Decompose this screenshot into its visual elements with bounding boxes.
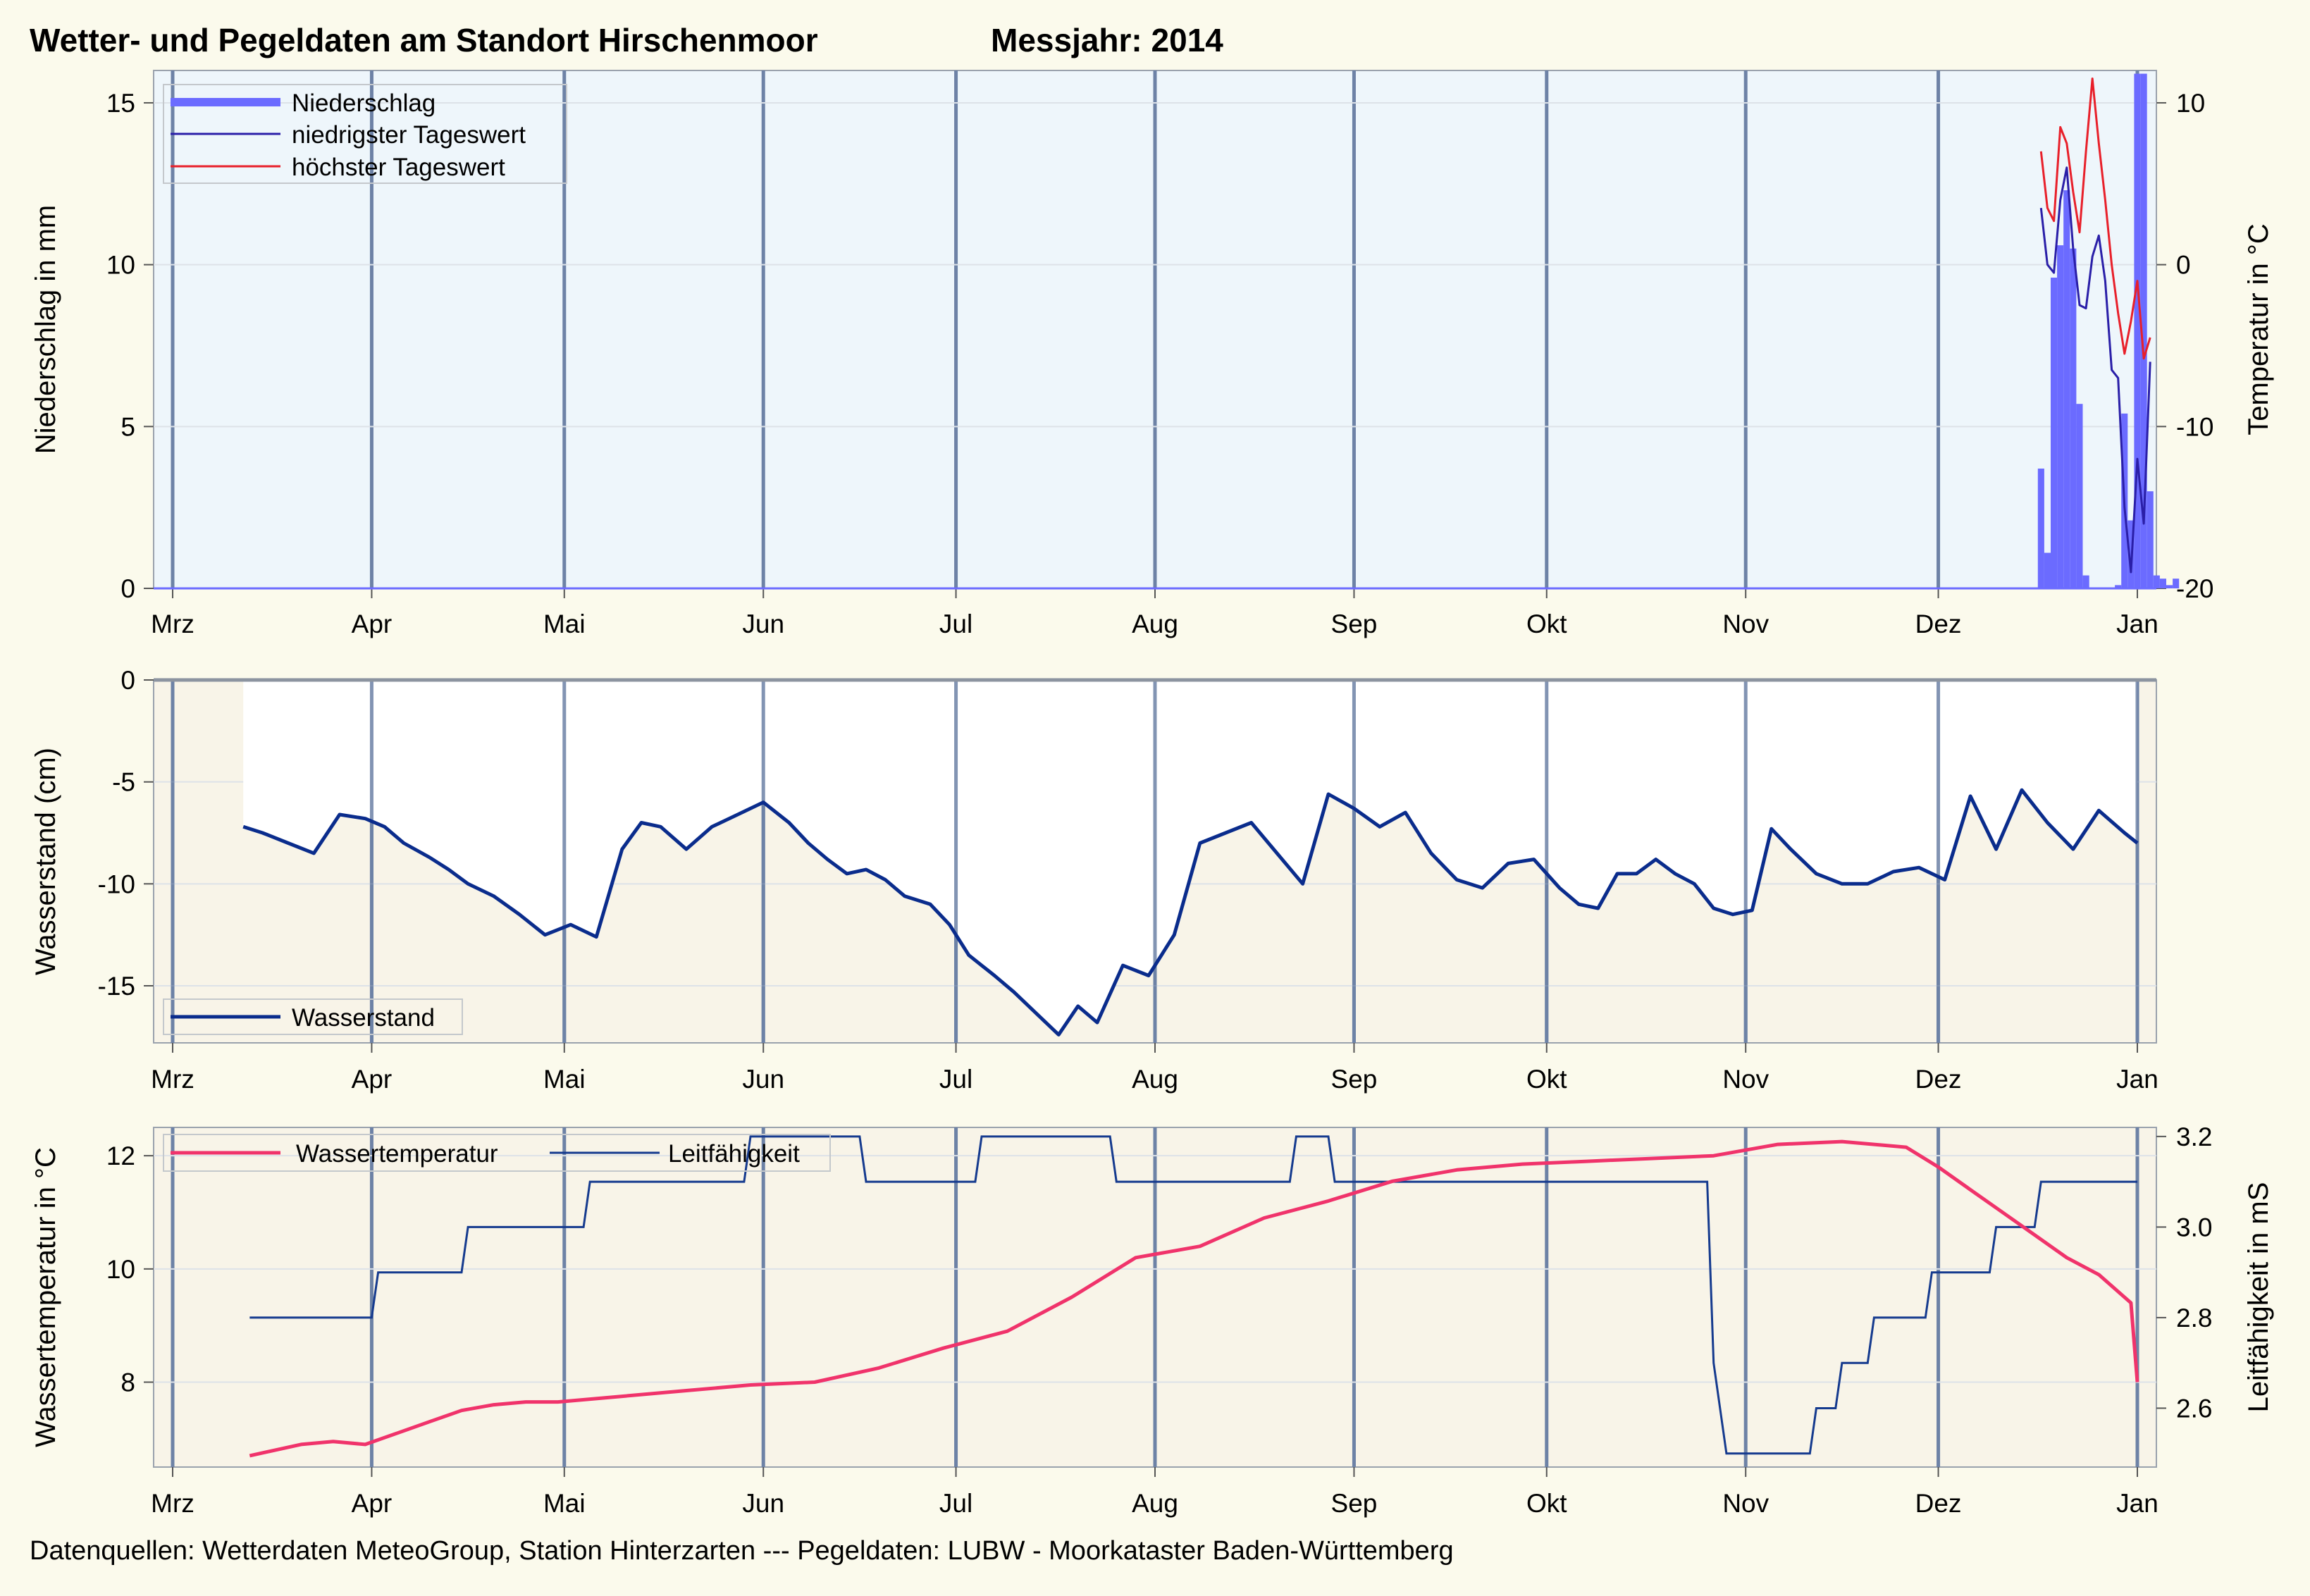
legend-water-level — [163, 998, 463, 1035]
x-tick-label: Mrz — [151, 1489, 194, 1518]
x-tick-label: Nov — [1722, 610, 1769, 638]
precip-bar — [2044, 552, 2051, 588]
y-tick-label: -15 — [98, 972, 135, 1001]
x-tick-label: Sep — [1331, 1065, 1378, 1094]
y-axis-label: Niederschlag in mm — [30, 205, 61, 454]
x-tick-label: Apr — [352, 1489, 393, 1518]
precip-bar — [2166, 585, 2173, 588]
y-tick-label: 8 — [121, 1368, 135, 1397]
water-level-fill — [243, 680, 2138, 1035]
legend-temp-cond — [163, 1134, 831, 1172]
legend-label-precip: Niederschlag — [292, 89, 436, 117]
x-tick-label: Jun — [742, 1489, 784, 1518]
y-axis-label: Wasserstand (cm) — [30, 748, 61, 975]
x-tick-label: Jan — [2116, 1065, 2158, 1094]
y-tick-label: 10 — [106, 1255, 135, 1284]
x-tick-label: Jul — [939, 1065, 972, 1094]
tmin-line — [2039, 166, 2151, 574]
legend-label-tmin: niedrigster Tageswert — [292, 121, 526, 149]
y2-tick-label: 3.0 — [2176, 1213, 2212, 1242]
x-tick-label: Okt — [1526, 610, 1567, 638]
y2-tick-label: -10 — [2176, 412, 2213, 441]
precip-bar — [2082, 575, 2089, 588]
x-tick-label: Jun — [742, 1065, 784, 1094]
x-tick-label: Jul — [939, 1489, 972, 1518]
x-tick-label: Sep — [1331, 1489, 1378, 1518]
y-tick-label: -5 — [112, 768, 135, 797]
x-tick-label: Mrz — [151, 610, 194, 638]
legend-label-water-temp: Wassertemperatur — [296, 1140, 498, 1168]
data-sources-footer: Datenquellen: Wetterdaten MeteoGroup, St… — [30, 1536, 1454, 1566]
precip-bar — [2134, 73, 2141, 589]
y2-tick-label: 2.6 — [2176, 1394, 2212, 1423]
precip-bar — [2147, 491, 2154, 588]
precip-bar — [2115, 585, 2122, 588]
x-tick-label: Mai — [543, 1489, 586, 1518]
legend-label-conductivity: Leitfähigkeit — [668, 1140, 800, 1168]
y2-tick-label: 0 — [2176, 251, 2191, 280]
x-tick-label: Mrz — [151, 1065, 194, 1094]
precip-bar — [2037, 469, 2044, 588]
x-tick-label: Sep — [1331, 610, 1378, 638]
y-tick-label: 10 — [106, 251, 135, 280]
water-level-line — [242, 788, 2139, 1037]
precip-bar — [2159, 579, 2166, 588]
x-tick-label: Aug — [1132, 1489, 1178, 1518]
y2-tick-label: 3.2 — [2176, 1122, 2212, 1151]
x-tick-label: Apr — [352, 610, 393, 638]
legend-label-water-level: Wasserstand — [292, 1004, 435, 1032]
x-tick-label: Dez — [1915, 1065, 1962, 1094]
y-tick-label: 0 — [121, 666, 135, 695]
x-tick-label: Mai — [543, 610, 586, 638]
precip-bar — [2076, 404, 2083, 588]
x-tick-label: Okt — [1526, 1489, 1567, 1518]
y2-axis-label: Temperatur in °C — [2243, 223, 2274, 435]
x-tick-label: Jan — [2116, 1489, 2158, 1518]
precip-bar — [2070, 248, 2077, 588]
y2-axis-label: Leitfähigkeit in mS — [2243, 1182, 2274, 1413]
y-tick-label: 15 — [106, 89, 135, 118]
chart-title: Wetter- und Pegeldaten am Standort Hirsc… — [30, 22, 818, 58]
y-tick-label: -10 — [98, 870, 135, 898]
y-tick-label: 12 — [106, 1142, 135, 1170]
precip-bar — [2063, 190, 2070, 588]
x-tick-label: Apr — [352, 1065, 393, 1094]
measurement-year: Messjahr: 2014 — [991, 22, 1223, 58]
legend-label-tmax: höchster Tageswert — [292, 154, 505, 181]
precip-bar — [2051, 278, 2058, 588]
x-tick-label: Jul — [939, 610, 972, 638]
x-tick-label: Dez — [1915, 610, 1962, 638]
conductivity-line — [249, 1135, 2137, 1455]
precip-bar — [2057, 245, 2064, 588]
y-tick-label: 5 — [121, 412, 135, 441]
x-tick-label: Okt — [1526, 1065, 1567, 1094]
x-tick-label: Jan — [2116, 610, 2158, 638]
legend-weather — [163, 84, 567, 184]
precip-bar — [2153, 575, 2160, 588]
precip-bar — [2173, 579, 2180, 588]
y2-tick-label: -20 — [2176, 574, 2213, 603]
precip-bar — [2140, 73, 2147, 589]
x-tick-label: Aug — [1132, 1065, 1178, 1094]
y-axis-label: Wassertemperatur in °C — [30, 1147, 61, 1447]
tmax-line — [2039, 78, 2151, 360]
y2-tick-label: 2.8 — [2176, 1304, 2212, 1332]
x-tick-label: Mai — [543, 1065, 586, 1094]
x-tick-label: Jun — [742, 610, 784, 638]
y2-tick-label: 10 — [2176, 89, 2205, 118]
water-temp-line — [249, 1139, 2139, 1458]
x-tick-label: Dez — [1915, 1489, 1962, 1518]
x-tick-label: Nov — [1722, 1489, 1769, 1518]
x-tick-label: Nov — [1722, 1065, 1769, 1094]
y-tick-label: 0 — [121, 574, 135, 603]
x-tick-label: Aug — [1132, 610, 1178, 638]
